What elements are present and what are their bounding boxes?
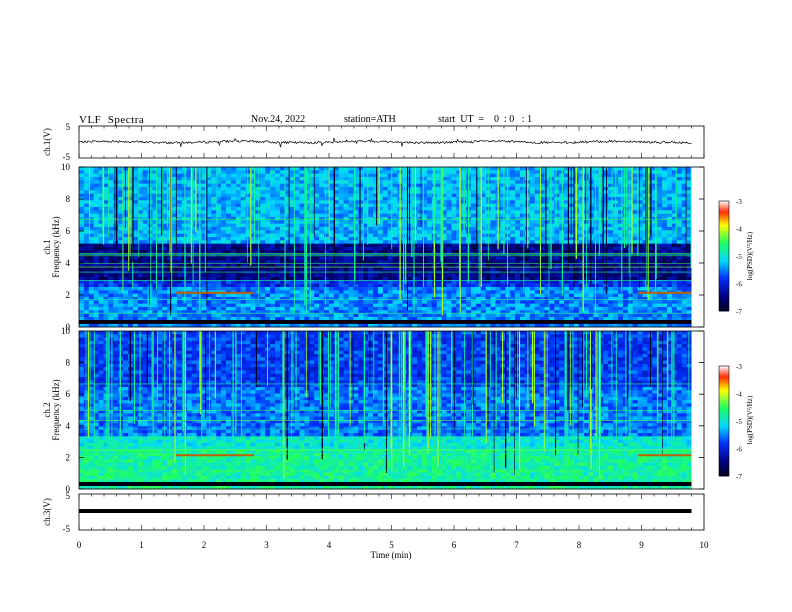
ch1-waveform-ylabel: ch.1(V)	[42, 128, 52, 156]
colorbar-tick-label: -4	[736, 226, 742, 234]
ch3-ytick-top: 5	[66, 491, 71, 501]
ch2-spectrogram-image	[79, 331, 704, 490]
ch1-waveform-trace	[78, 137, 692, 148]
ch2-colorbar-label: log(PSD)(V²/Hz)	[746, 395, 754, 444]
ytick-label: 6	[66, 389, 71, 399]
ytick-label: 4	[66, 258, 71, 268]
start-ut-label: start UT = 0 : 0 : 1	[438, 114, 533, 125]
time-tick-label: 1	[139, 540, 144, 550]
ch3-ytick-bottom: -5	[63, 524, 71, 534]
colorbar-tick-label: -6	[736, 446, 742, 454]
observation-date: Nov.24, 2022	[251, 114, 306, 125]
ch1-frequency-ylabel: Frequency (kHz)	[51, 216, 61, 277]
ch2-colorbar: -3 -4 -5 -6 -7	[718, 363, 742, 481]
ch1-spectrogram-image	[79, 167, 704, 328]
ch1-ytick-bottom: -5	[63, 152, 71, 162]
ch1-colorbar: -3 -4 -5 -6 -7	[718, 198, 742, 316]
colorbar-tick-label: -3	[736, 198, 742, 206]
time-tick-label: 9	[639, 540, 644, 550]
time-tick-label: 6	[452, 540, 457, 550]
time-tick-label: 0	[77, 540, 82, 550]
time-tick-label: 8	[577, 540, 582, 550]
ch3-waveform-ylabel: ch.3(V)	[42, 498, 52, 526]
colorbar-tick-label: -5	[736, 253, 742, 261]
ytick-label: 2	[66, 290, 71, 300]
time-axis-label: Time (min)	[371, 550, 412, 560]
ch2-channel-label: ch.2	[42, 402, 52, 417]
colorbar-tick-label: -7	[736, 308, 742, 316]
colorbar-tick-label: -3	[736, 363, 742, 371]
time-tick-label: 3	[264, 540, 269, 550]
time-tick-label: 10	[700, 540, 710, 550]
time-tick-label: 4	[327, 540, 332, 550]
ytick-label: 0	[66, 322, 71, 332]
ch3-waveform-ticks	[78, 494, 705, 530]
time-tick-label: 5	[389, 540, 394, 550]
ytick-label: 8	[66, 194, 71, 204]
colorbar-tick-label: -6	[736, 281, 742, 289]
time-tick-label: 2	[202, 540, 207, 550]
ch1-ytick-top: 5	[66, 122, 71, 132]
ch1-waveform-panel: 5 -5 ch.1(V)	[42, 122, 705, 162]
figure-title: VLF Spectra	[79, 114, 145, 126]
ch2-spectrogram-yticks: 0 2 4 6 8 10	[61, 326, 704, 494]
ch1-waveform-ticks	[78, 126, 705, 158]
ch1-spectrogram-frame	[78, 166, 705, 328]
ch2-frequency-ylabel: Frequency (kHz)	[51, 379, 61, 440]
ytick-label: 6	[66, 226, 71, 236]
ytick-label: 2	[66, 452, 71, 462]
colorbar-tick-label: -4	[736, 391, 742, 399]
ytick-label: 4	[66, 421, 71, 431]
ch2-spectrogram-frame	[78, 330, 705, 490]
ytick-label: 10	[61, 326, 71, 336]
ytick-label: 8	[66, 358, 71, 368]
time-axis-ticks: 0 1 2 3 4 5 6 7 8 9 10	[77, 540, 709, 550]
ch1-spectrogram-yticks: 0 2 4 6 8 10	[61, 162, 704, 332]
colorbar-tick-label: -7	[736, 473, 742, 481]
ch1-colorbar-label: log(PSD)(V²/Hz)	[746, 231, 754, 280]
station-label: station=ATH	[344, 114, 396, 125]
ch1-channel-label: ch.1	[42, 239, 52, 254]
ytick-label: 10	[61, 162, 71, 172]
colorbar-tick-label: -5	[736, 418, 742, 426]
ch3-waveform-panel: 5 -5 ch.3(V)	[42, 491, 705, 534]
time-tick-label: 7	[514, 540, 519, 550]
ytick-label: 0	[66, 484, 71, 494]
